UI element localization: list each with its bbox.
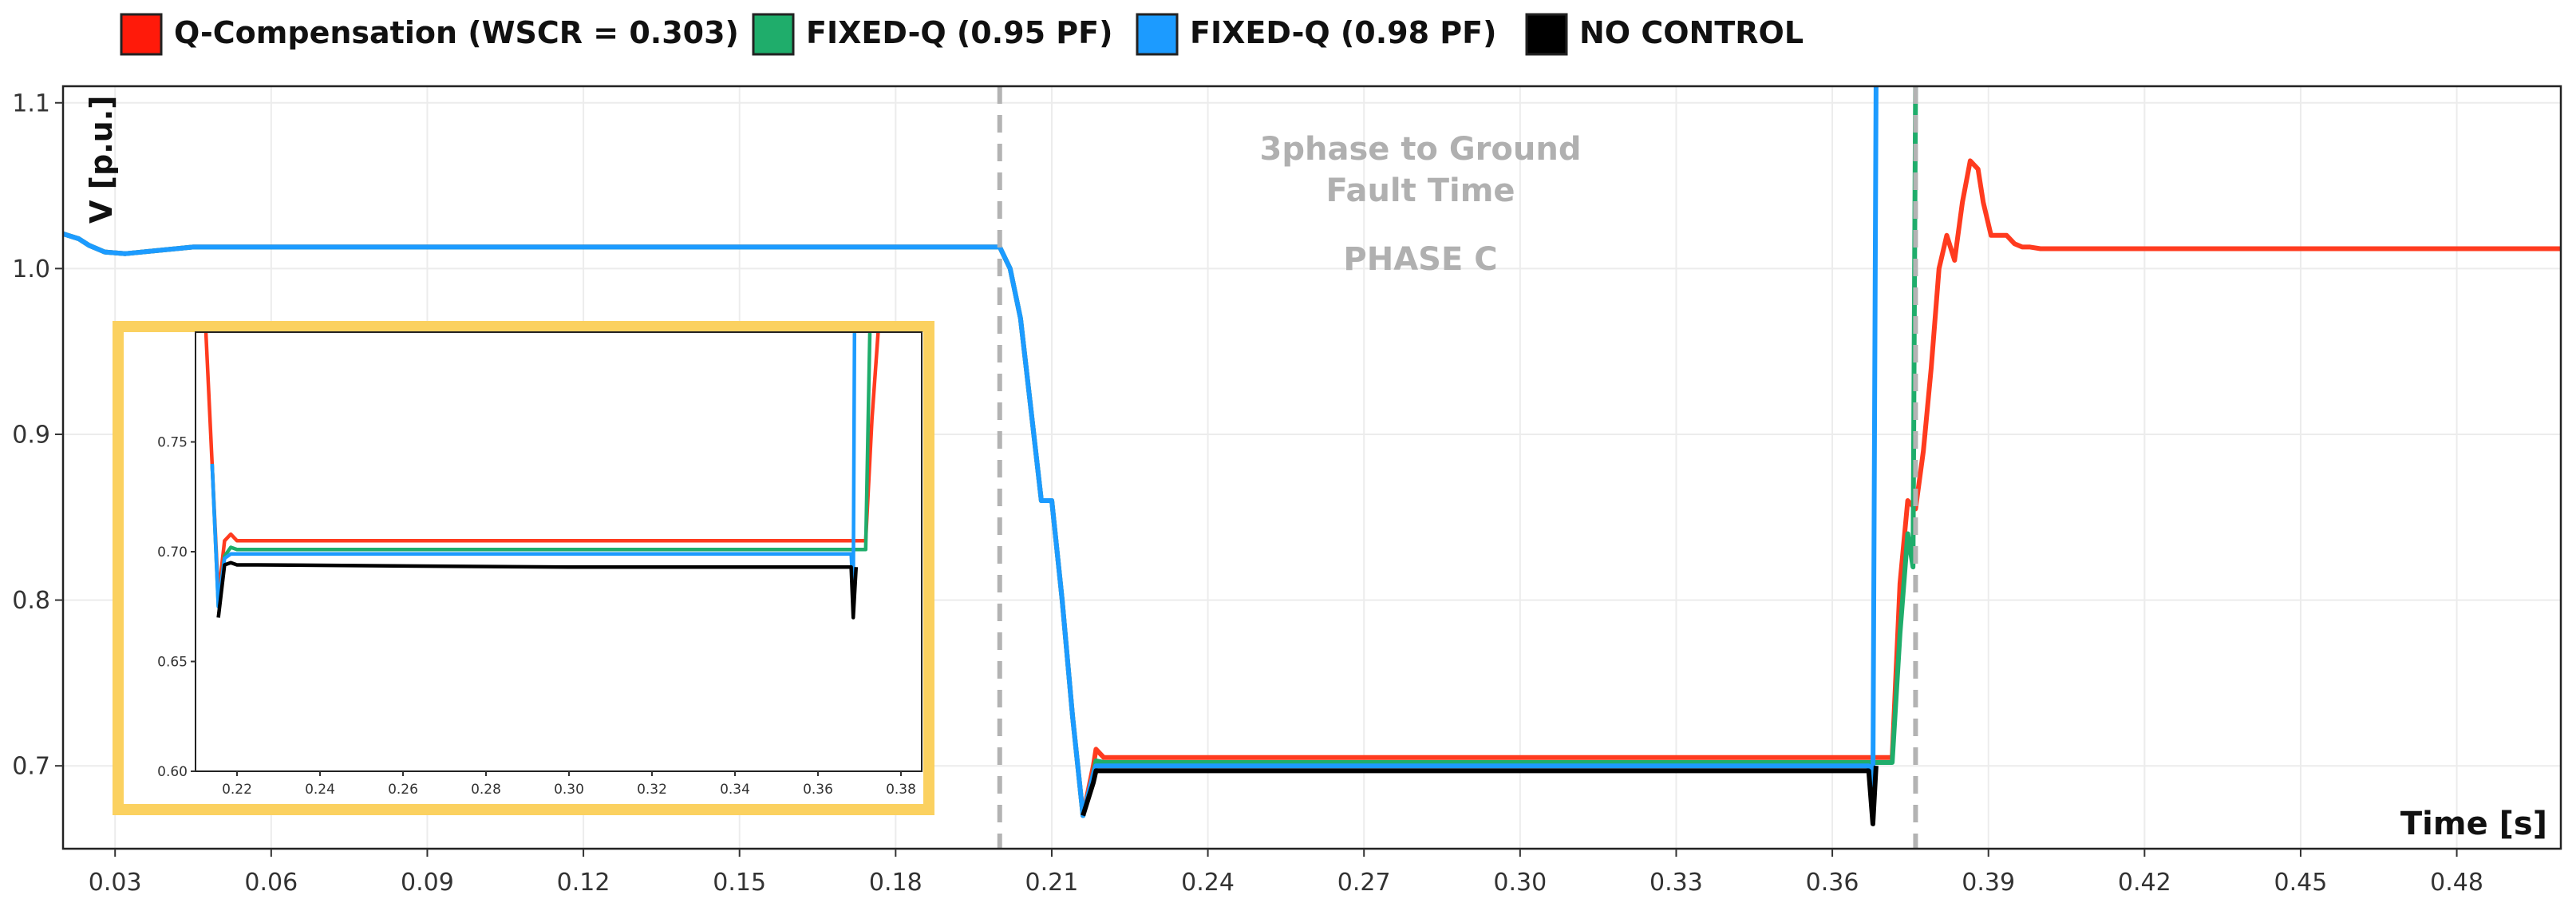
legend-swatch-fixed-q-095 — [752, 13, 795, 56]
legend: Q-Compensation (WSCR = 0.303) FIXED-Q (0… — [120, 13, 1804, 56]
legend-label-no-control: NO CONTROL — [1579, 15, 1804, 50]
x-tick-label: 0.28 — [471, 782, 501, 798]
fault-annotation-line1: 3phase to Ground — [1260, 131, 1582, 168]
x-tick-label: 0.36 — [1806, 869, 1859, 897]
x-tick-label: 0.21 — [1025, 869, 1079, 897]
series-line-no-control — [216, 560, 859, 620]
main-y-axis: 0.7 0.8 0.9 1.0 1.1 — [12, 89, 63, 781]
x-tick-label: 0.15 — [713, 869, 766, 897]
x-axis-title: Time [s] — [2400, 806, 2547, 842]
y-tick-label: 0.9 — [12, 421, 50, 449]
main-plot-frame — [61, 85, 2562, 850]
x-tick-label: 0.30 — [1493, 869, 1547, 897]
inset-x-axis: 0.22 0.24 0.26 0.28 0.30 0.32 0.34 0.36 0.38 — [222, 771, 916, 798]
x-tick-label: 0.22 — [222, 782, 252, 798]
y-tick-label: 0.75 — [157, 434, 188, 450]
series-line-no-control — [1081, 766, 1879, 826]
x-tick-label: 0.09 — [401, 869, 454, 897]
x-tick-label: 0.32 — [637, 782, 667, 798]
series-line-fixed-q-0-98-pf — [63, 86, 1879, 818]
inset-y-axis: 0.60 0.65 0.70 0.75 — [157, 434, 196, 780]
legend-item-fixed-q-098[interactable]: FIXED-Q (0.98 PF) — [1136, 13, 1496, 56]
y-tick-label: 0.7 — [12, 753, 50, 781]
legend-label-fixed-q-098: FIXED-Q (0.98 PF) — [1190, 15, 1496, 50]
y-tick-label: 0.60 — [157, 764, 188, 780]
fault-time-lines — [997, 86, 1918, 849]
legend-item-no-control[interactable]: NO CONTROL — [1525, 13, 1804, 56]
x-tick-label: 0.18 — [869, 869, 923, 897]
inset-zoom: 0.22 0.24 0.26 0.28 0.30 0.32 0.34 0.36 0.38 0.6… — [113, 321, 934, 815]
y-tick-label: 1.0 — [12, 255, 50, 283]
inset-series — [203, 332, 880, 620]
x-tick-label: 0.03 — [89, 869, 142, 897]
y-axis-title: V [p.u.] — [84, 96, 119, 224]
x-tick-label: 0.39 — [1962, 869, 2015, 897]
fault-annotation-line2: Fault Time — [1326, 172, 1515, 209]
y-tick-label: 1.1 — [12, 89, 50, 117]
x-tick-label: 0.34 — [720, 782, 750, 798]
legend-item-q-compensation[interactable]: Q-Compensation (WSCR = 0.303) — [120, 13, 739, 56]
main-x-axis: 0.03 0.06 0.09 0.12 0.15 0.18 0.21 0.24 0.27 0.30… — [89, 849, 2483, 897]
y-tick-label: 0.8 — [12, 587, 50, 615]
y-tick-label: 0.65 — [157, 654, 188, 670]
x-tick-label: 0.42 — [2118, 869, 2171, 897]
legend-label-q-compensation: Q-Compensation (WSCR = 0.303) — [174, 15, 739, 50]
legend-swatch-fixed-q-098 — [1136, 13, 1179, 56]
x-tick-label: 0.48 — [2430, 869, 2483, 897]
x-tick-label: 0.45 — [2274, 869, 2328, 897]
x-tick-label: 0.27 — [1337, 869, 1391, 897]
x-tick-label: 0.36 — [803, 782, 833, 798]
main-series — [63, 86, 2561, 826]
legend-swatch-q-compensation — [120, 13, 163, 56]
x-tick-label: 0.24 — [305, 782, 335, 798]
x-tick-label: 0.30 — [554, 782, 584, 798]
x-tick-label: 0.38 — [886, 782, 916, 798]
y-tick-label: 0.70 — [157, 545, 188, 560]
x-tick-label: 0.33 — [1650, 869, 1703, 897]
x-tick-label: 0.12 — [557, 869, 610, 897]
fault-annotation-phase: PHASE C — [1343, 241, 1497, 278]
x-tick-label: 0.06 — [244, 869, 298, 897]
legend-swatch-no-control — [1525, 13, 1568, 56]
legend-label-fixed-q-095: FIXED-Q (0.95 PF) — [806, 15, 1112, 50]
legend-item-fixed-q-095[interactable]: FIXED-Q (0.95 PF) — [752, 13, 1112, 56]
x-tick-label: 0.26 — [388, 782, 418, 798]
x-tick-label: 0.24 — [1181, 869, 1235, 897]
